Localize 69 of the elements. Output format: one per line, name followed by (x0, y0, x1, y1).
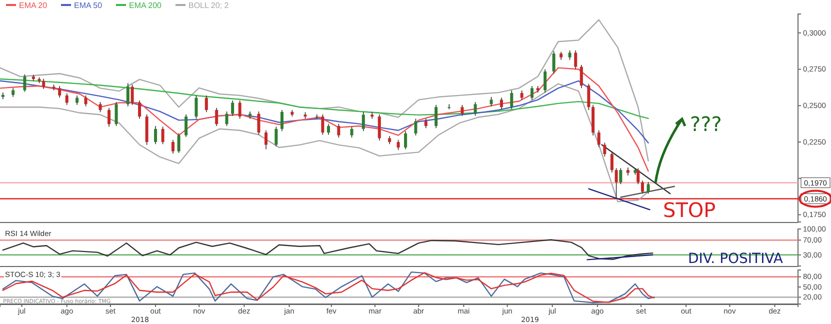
candlestick (257, 111, 260, 136)
candlestick (520, 90, 524, 100)
candlestick (194, 95, 198, 120)
candlestick (171, 139, 174, 154)
candlestick (130, 84, 134, 106)
candlestick (177, 132, 180, 154)
legend-label: EMA 200 (129, 1, 162, 10)
candlestick (161, 126, 164, 145)
candlestick (424, 118, 428, 129)
candlestick (414, 118, 418, 136)
candlestick (568, 50, 572, 60)
legend-label: EMA 50 (74, 1, 103, 10)
candlestick (396, 139, 400, 150)
candlestick (225, 111, 228, 126)
candlestick (500, 97, 503, 110)
candlestick (378, 114, 381, 141)
candlestick (108, 107, 111, 128)
candlestick (126, 82, 130, 107)
candlestick (580, 64, 583, 89)
candlestick (404, 130, 408, 150)
candlestick (448, 104, 451, 110)
candlestick (640, 180, 644, 194)
candlestick (636, 168, 640, 185)
candlestick (204, 95, 208, 113)
candlestick (587, 83, 590, 110)
candlestick (238, 100, 242, 120)
line-series (2, 239, 654, 260)
candlestick (434, 104, 438, 129)
candlestick (42, 78, 46, 90)
candlestick (321, 114, 324, 136)
candlestick (544, 68, 547, 93)
annotation: DIV. POSITIVA (688, 251, 784, 267)
candlestick (530, 86, 534, 100)
annotation: STOP (663, 198, 716, 222)
candlestick (574, 50, 578, 70)
candlestick (23, 74, 26, 92)
candlestick (76, 95, 79, 106)
candlestick (65, 92, 68, 106)
candlestick (154, 126, 158, 145)
candlestick (327, 123, 330, 136)
candlestick (646, 182, 650, 194)
candlestick (614, 168, 618, 200)
candlestick (280, 110, 284, 132)
candlestick (619, 168, 622, 185)
annotation: ??? (690, 112, 722, 136)
candlestick (98, 102, 102, 113)
candlestick (510, 90, 514, 110)
line-series (0, 83, 649, 202)
candlestick (552, 50, 556, 74)
candlestick (231, 100, 234, 116)
candlestick (350, 126, 354, 138)
candlestick (362, 112, 365, 132)
line-series (0, 67, 649, 172)
candlestick (138, 100, 142, 120)
candlestick (460, 104, 464, 116)
candlestick (84, 95, 88, 107)
legend-label: BOLL 20; 2 (188, 1, 230, 10)
candlestick (264, 130, 268, 150)
candlestick (215, 107, 218, 126)
candlestick (474, 102, 477, 116)
candlestick (490, 96, 493, 107)
candlestick (337, 123, 340, 138)
line-series (0, 19, 649, 162)
candlestick (274, 126, 278, 147)
candlestick (58, 86, 62, 98)
candlestick (184, 114, 188, 138)
candlestick (610, 152, 614, 173)
legend-label: EMA 20 (19, 1, 48, 10)
candlestick (114, 102, 118, 126)
